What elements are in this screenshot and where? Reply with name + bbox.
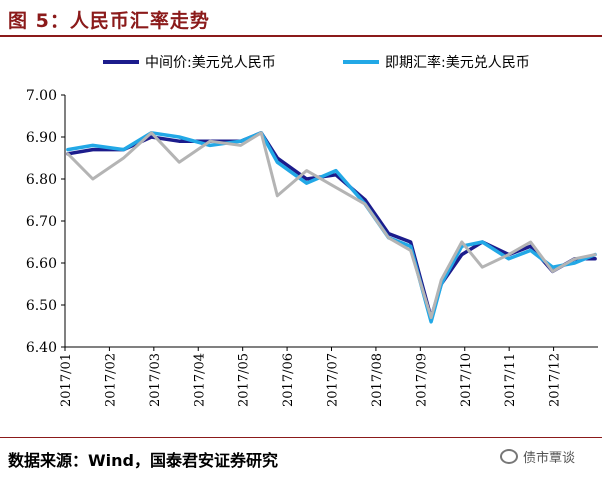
legend-label: 中间价:美元兑人民币 <box>145 55 276 71</box>
watermark-label: 债市覃谈 <box>523 451 576 466</box>
y-tick-label: 6.80 <box>26 172 57 188</box>
legend-label: 即期汇率:美元兑人民币 <box>385 54 530 71</box>
title-bar: 图 5：人民币汇率走势 <box>0 0 602 37</box>
x-tick-label: 2017/01 <box>59 353 74 407</box>
series-line <box>66 131 597 320</box>
footer-rule <box>0 437 602 438</box>
y-tick-label: 7.00 <box>26 88 57 104</box>
x-tick-label: 2017/12 <box>548 353 563 407</box>
watermark: 债市覃谈 <box>500 447 575 466</box>
x-tick-label: 2017/10 <box>459 353 474 407</box>
x-tick-label: 2017/08 <box>370 353 385 407</box>
x-tick-label: 2017/07 <box>326 353 341 407</box>
figure-title: 图 5：人民币汇率走势 <box>8 10 210 32</box>
title-rule <box>0 35 602 37</box>
data-source: 数据来源：Wind，国泰君安证券研究 <box>8 451 278 470</box>
chat-bubble-icon <box>500 449 518 464</box>
y-tick-label: 6.90 <box>26 130 57 146</box>
y-tick-label: 6.40 <box>26 340 57 356</box>
y-tick-label: 6.70 <box>26 214 57 230</box>
series-line <box>66 131 597 320</box>
y-tick-label: 6.50 <box>26 298 57 314</box>
x-tick-label: 2017/11 <box>503 353 518 407</box>
x-tick-label: 2017/06 <box>281 353 296 407</box>
series-line <box>66 131 597 324</box>
x-tick-label: 2017/03 <box>148 353 163 407</box>
x-tick-label: 2017/09 <box>414 353 429 407</box>
x-tick-label: 2017/02 <box>103 353 118 407</box>
x-tick-label: 2017/04 <box>192 353 207 407</box>
x-tick-label: 2017/05 <box>237 353 252 407</box>
y-tick-label: 6.60 <box>26 256 57 272</box>
